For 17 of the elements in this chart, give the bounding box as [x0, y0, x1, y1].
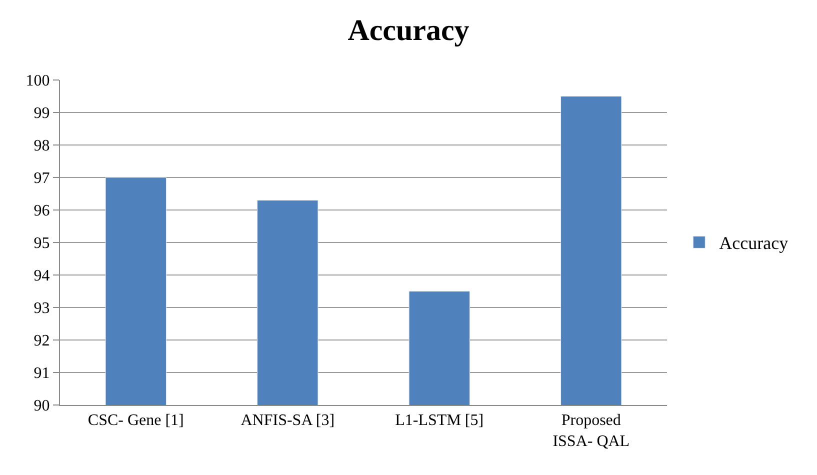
y-tick-label: 99	[34, 105, 50, 122]
chart-title: Accuracy	[348, 14, 470, 47]
y-tick-label: 90	[34, 398, 50, 415]
x-tick-label: L1-LSTM [5]	[395, 412, 484, 430]
x-tick-label: CSC- Gene [1]	[88, 412, 184, 430]
legend-label: Accuracy	[719, 233, 788, 254]
x-tick-label: ANFIS-SA [3]	[240, 412, 335, 430]
y-tick-label: 94	[34, 268, 50, 285]
x-tick-label: Proposed ISSA- QAL	[552, 412, 630, 450]
y-tick-label: 97	[34, 170, 50, 188]
y-tick-label: 96	[34, 202, 50, 220]
y-tick-label: 91	[34, 365, 50, 382]
y-tick-label: 100	[26, 72, 50, 90]
y-tick-label: 93	[34, 300, 50, 318]
y-tick-label: 95	[34, 235, 50, 252]
y-tick-label: 92	[34, 332, 50, 350]
y-tick-label: 98	[34, 138, 50, 155]
